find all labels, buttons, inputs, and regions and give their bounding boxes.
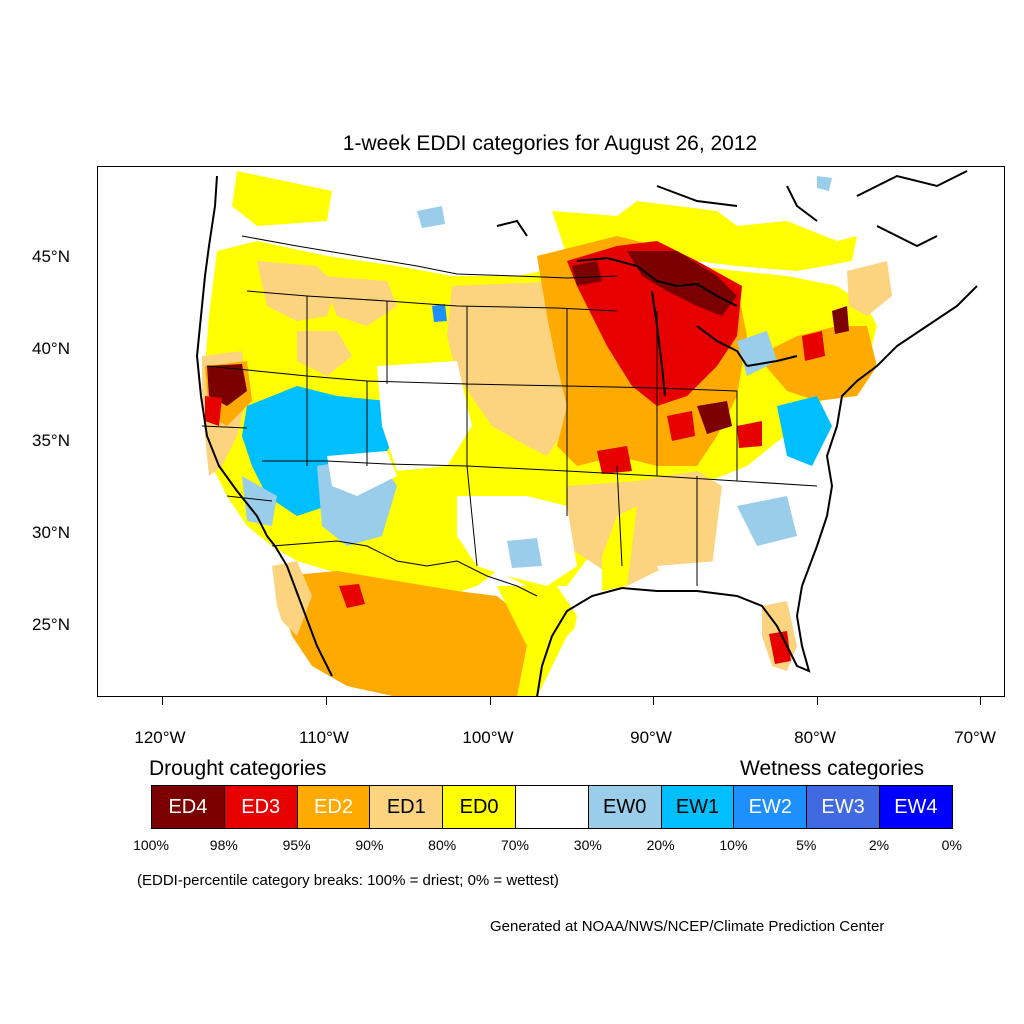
category-note: (EDDI-percentile category breaks: 100% =… [137,872,559,889]
lon-label-110w: 110°W [299,728,349,747]
lat-label-25: 25°N [32,615,70,634]
wetness-heading: Wetness categories [740,757,925,780]
lat-label-40: 40°N [32,339,70,358]
great-lakes-ed4-area [627,251,737,316]
legend-break-label: 2% [868,837,890,853]
legend-break-label: 30% [573,837,602,853]
legend-break-label: 100% [133,837,169,853]
us-canada-border [241,235,618,279]
southwest-ew0-area [242,476,277,526]
wyoming-ew2-spot [432,304,447,322]
rockies-ed1-area [322,276,397,326]
legend-box-ed3: ED3 [223,785,298,829]
rockies-ed1-area [297,331,352,376]
southeast-ed0-area [602,506,637,591]
lake-ed4-spot [572,261,602,286]
gulf-of-mexico [537,591,787,697]
legend-box-ed1: ED1 [369,785,444,829]
legend-box-neutral [515,785,589,829]
legend-break-label: 90% [355,837,384,853]
mexico-ed2-area [282,571,527,697]
legend-box-ed2: ED2 [296,785,371,829]
legend-box-ed4: ED4 [151,785,225,829]
tick-70w [980,697,981,705]
plains-ed1-area [447,281,567,456]
legend-break-label: 80% [428,837,457,853]
carolina-ew0-area [737,496,797,546]
lon-label-120w: 120°W [134,728,186,747]
eddi-map [97,166,1005,697]
ky-ed3-spot [667,411,695,441]
canada-coastline [496,170,968,248]
southwest-ew1-area [242,386,397,516]
legend-box-ew4: EW4 [879,785,953,829]
lat-label-35: 35°N [32,431,70,450]
texas-ew0-area [507,538,542,568]
legend-break-label: 98% [209,837,238,853]
tick-80w [817,697,818,705]
northeast-ed4-spot [832,306,849,334]
canada-dryness-area [232,171,332,226]
state-borders [201,290,818,586]
map-title: 1-week EDDI categories for August 26, 20… [342,132,758,155]
legend-break-label: 10% [719,837,748,853]
northwest-ew0-spot [417,206,445,228]
lon-label-70w: 70°W [954,728,996,747]
mexico-gulf-coastline [536,587,623,697]
ohio-ed4-spot [697,401,732,434]
legend-box-ew0: EW0 [587,785,662,829]
lat-label-45: 45°N [32,247,70,266]
florida-ed3-spot [769,631,791,664]
tick-90w [653,697,654,705]
drought-heading: Drought categories [149,757,327,780]
legend-break-label: 5% [796,837,817,853]
legend-break-label: 20% [646,837,675,853]
california-ed3-spot [205,396,222,426]
legend-box-ew1: EW1 [660,785,735,829]
tick-120w [162,697,163,705]
legend-break-label: 70% [500,837,530,853]
map-frame [97,166,1005,697]
hudson-area [657,166,797,211]
pacific-ocean [97,166,312,697]
mo-ed3-spot [597,446,632,474]
va-ed3-spot [737,421,762,448]
lon-label-100w: 100°W [462,728,514,747]
great-lakes-shore [576,256,798,397]
carolina-ew1-area [777,396,832,466]
legend-break-label: 0% [941,837,962,853]
legend-box-ew3: EW3 [806,785,880,829]
lon-label-90w: 90°W [630,728,672,747]
credit-text: Generated at NOAA/NWS/NCEP/Climate Predi… [490,918,885,935]
northeast-ed3-spot [802,331,825,361]
legend-break-label: 95% [282,837,311,853]
canada-ew0-spot [817,176,832,191]
lon-label-80w: 80°W [794,728,836,747]
maine-ed1-area [847,261,892,316]
rockies-ed1-area [257,261,337,321]
baja-coastline [274,545,333,677]
legend-box-ed0: ED0 [442,785,516,829]
lat-label-30: 30°N [32,523,70,542]
tick-100w [490,697,491,705]
us-mexico-border [271,540,538,597]
california-ed4-spot [207,364,247,406]
gulf-coastline [621,585,811,673]
mexico-ed3-spot [339,584,365,608]
colorado-white-area [377,361,472,471]
pacific-coastline [195,175,276,547]
atlantic-ocean [797,316,1005,697]
atlantic-coastline [801,285,978,587]
legend-box-ew2: EW2 [733,785,808,829]
northeast-ed2-area [757,326,877,401]
tick-110w [326,697,327,705]
